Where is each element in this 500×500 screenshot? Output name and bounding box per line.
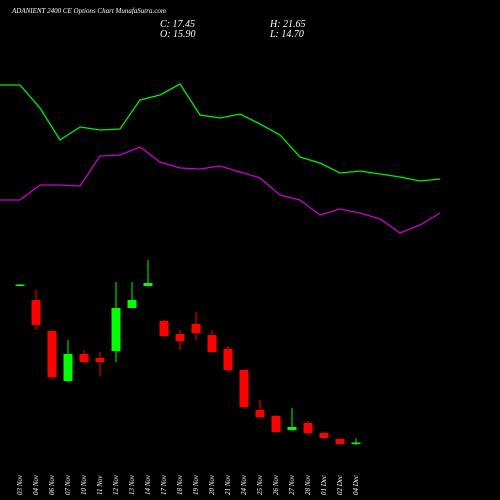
x-tick-label: 24 Nov (240, 474, 248, 495)
x-tick-label: 17 Nov (160, 474, 168, 495)
candle-body (287, 427, 297, 430)
close-label: C: 17.45 (160, 19, 195, 30)
x-tick-label: 10 Nov (80, 474, 88, 495)
candle-body (303, 423, 313, 433)
open-label: O: 15.90 (160, 29, 196, 40)
x-tick-label: 01 Dec (320, 474, 328, 495)
candle-body (175, 334, 185, 341)
x-tick-label: 28 Nov (304, 474, 312, 495)
x-tick-label: 04 Dec (352, 474, 360, 495)
candle-body (31, 300, 41, 325)
x-tick-label: 18 Nov (176, 474, 184, 495)
candle-body (351, 442, 361, 445)
candle-body (79, 354, 89, 362)
candle-body (239, 370, 249, 407)
candle-body (223, 349, 233, 370)
indicator-line (0, 146, 441, 234)
candle-body (319, 433, 329, 438)
x-tick-label: 02 Dec (336, 474, 344, 495)
x-tick-label: 11 Nov (96, 475, 104, 495)
x-tick-label: 19 Nov (192, 474, 200, 495)
candle-body (207, 335, 217, 352)
candle-body (159, 321, 169, 336)
candle-body (191, 324, 201, 333)
low-label: L: 14.70 (269, 29, 304, 40)
x-tick-label: 07 Nov (64, 474, 72, 495)
high-label: H: 21.65 (269, 19, 306, 30)
candle-body (335, 439, 345, 444)
candle-body (255, 410, 265, 417)
x-tick-label: 27 Nov (288, 474, 296, 495)
x-tick-label: 13 Nov (128, 474, 136, 495)
x-tick-label: 14 Nov (144, 474, 152, 495)
x-tick-label: 26 Nov (272, 474, 280, 495)
candle-body (143, 283, 153, 286)
chart-title: ADANIENT 2400 CE Options Chart MunafaSut… (11, 7, 166, 15)
candle-body (15, 284, 25, 286)
candle-body (111, 308, 121, 351)
x-tick-label: 21 Nov (224, 474, 232, 495)
candle-body (95, 358, 105, 362)
x-tick-label: 04 Nov (32, 474, 40, 495)
candle-body (47, 331, 57, 377)
indicator-line (0, 83, 441, 182)
x-tick-label: 12 Nov (112, 474, 120, 495)
x-tick-label: 06 Nov (48, 474, 56, 495)
candle-body (127, 300, 137, 308)
x-tick-label: 25 Nov (256, 474, 264, 495)
candle-body (271, 416, 281, 432)
x-tick-label: 20 Nov (208, 474, 216, 495)
x-tick-label: 03 Nov (16, 474, 24, 495)
candle-body (63, 354, 73, 381)
